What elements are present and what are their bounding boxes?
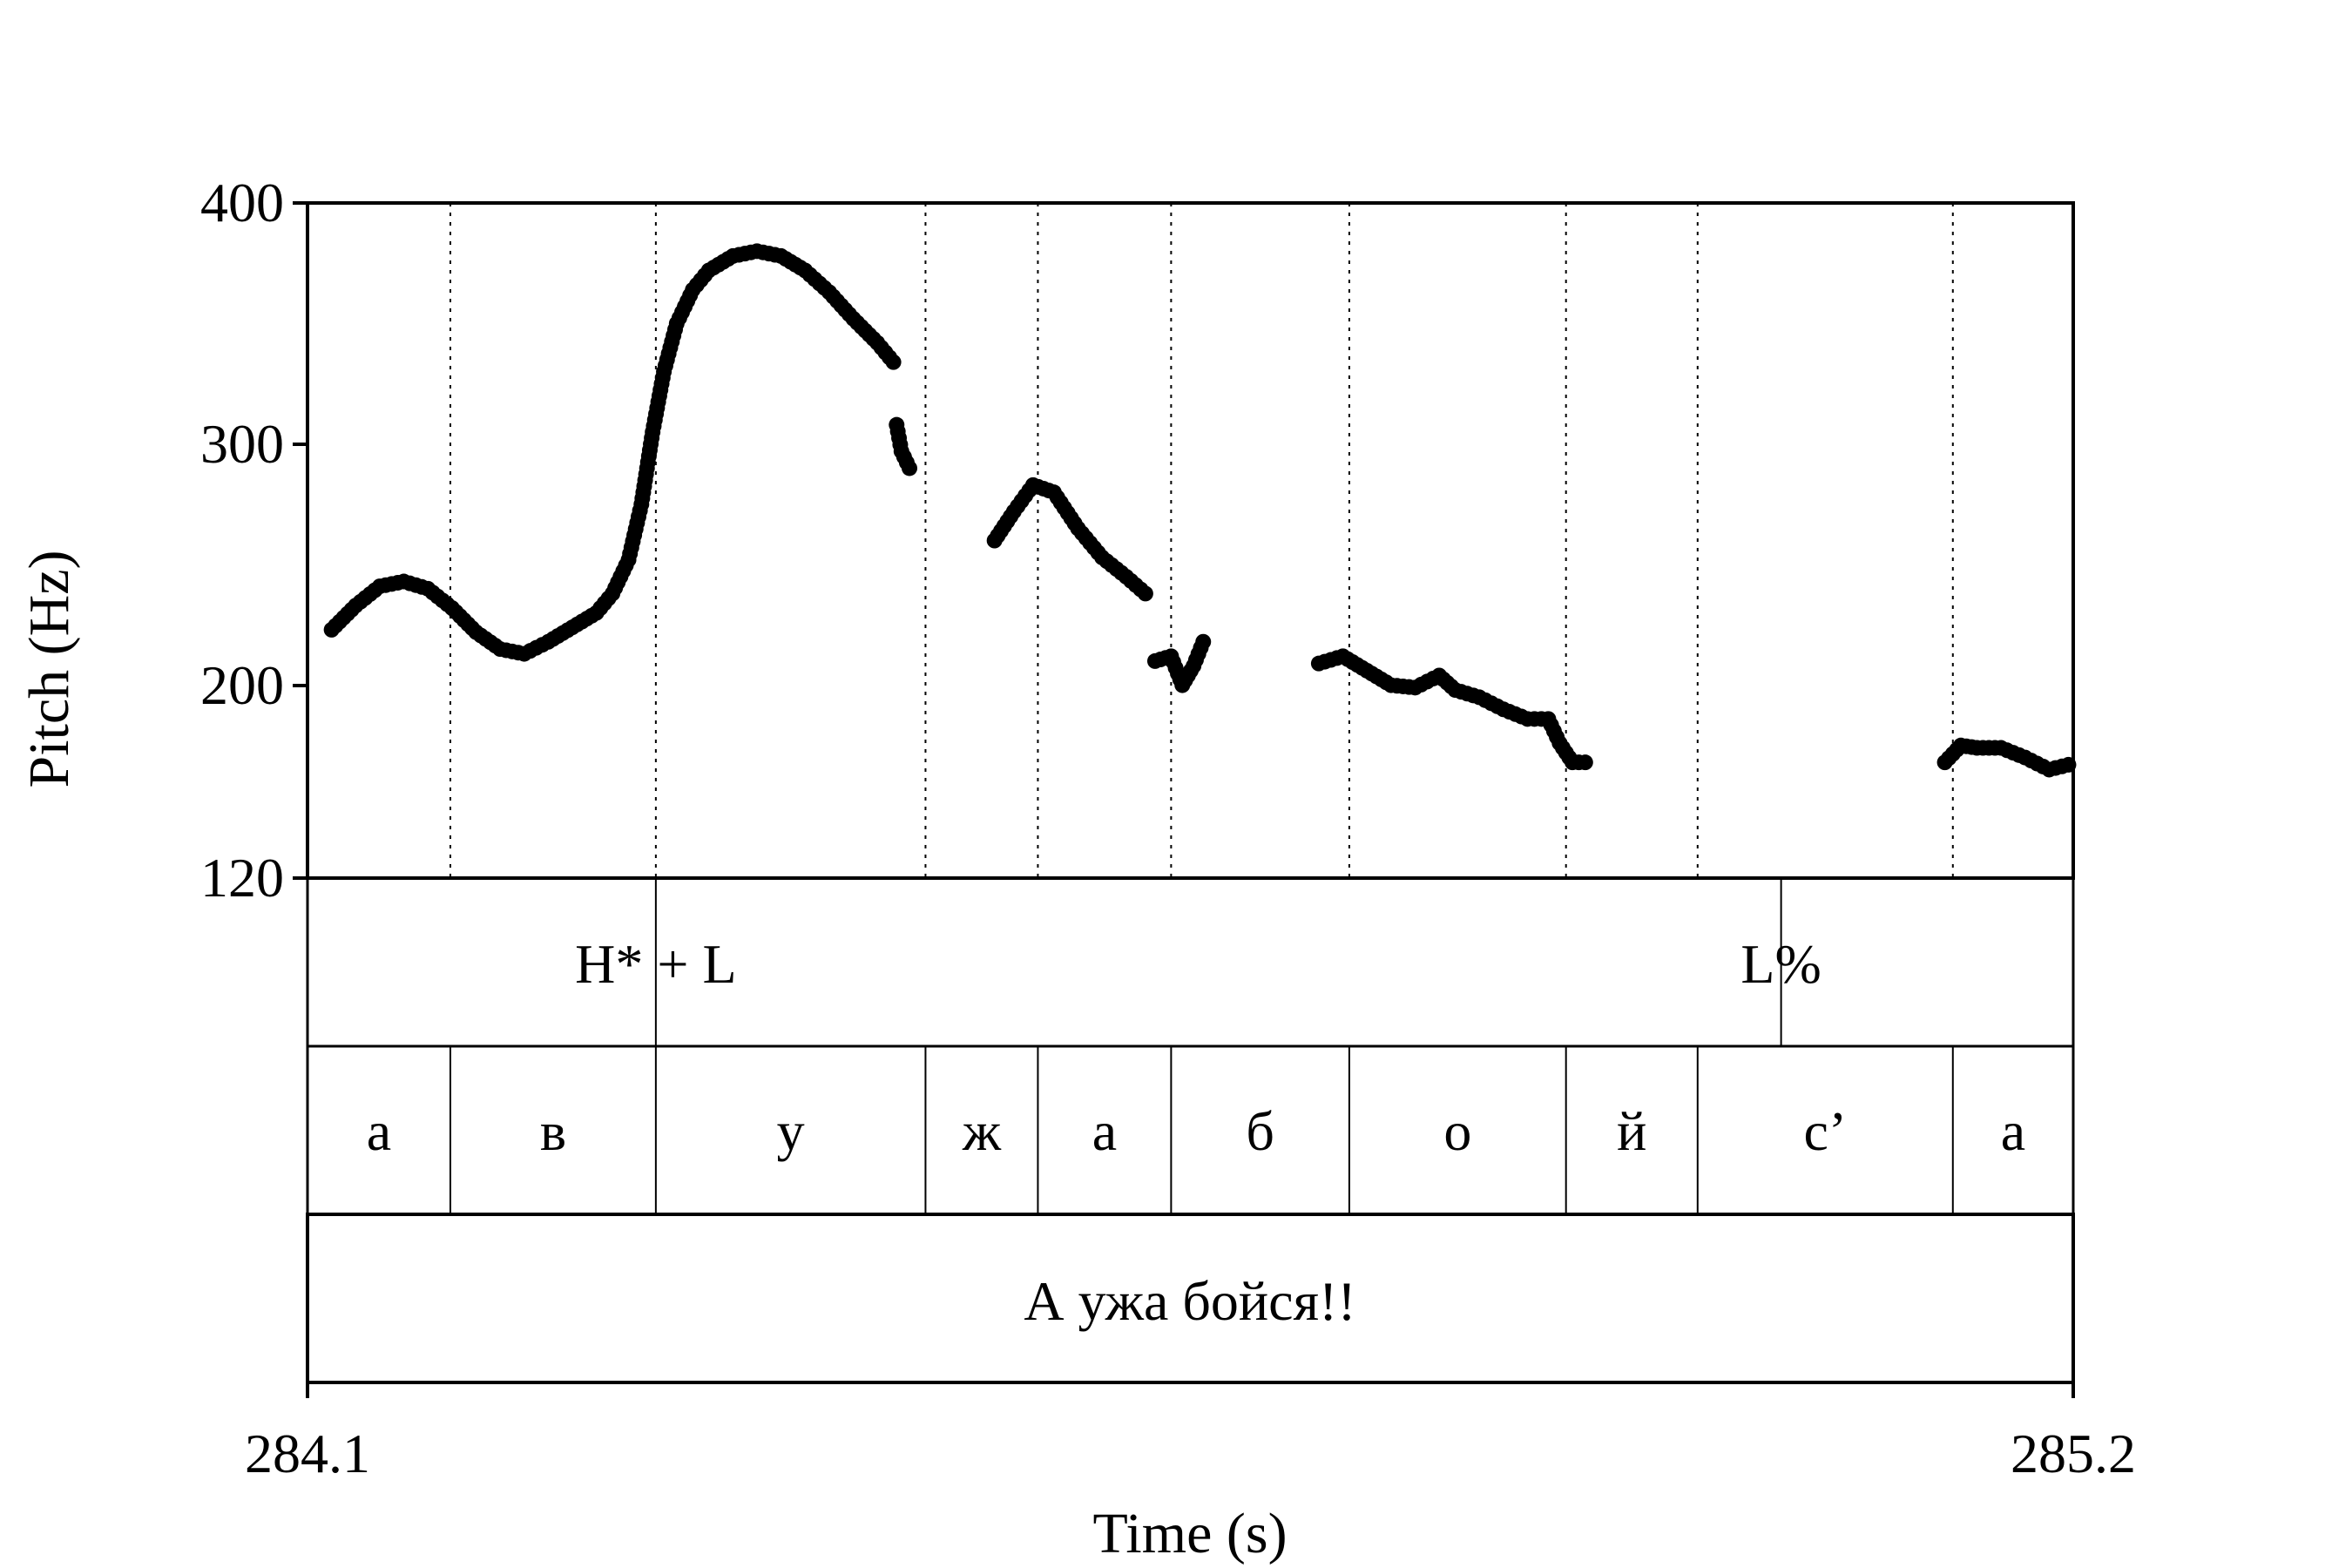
segment-label-0: а — [367, 1100, 391, 1162]
segment-labels: а в у ж а б о й с’ а — [367, 1100, 2025, 1162]
segment-label-3: ж — [962, 1100, 1002, 1162]
segment-label-7: й — [1617, 1100, 1646, 1162]
y-tick-label-120: 120 — [200, 847, 284, 909]
segment-label-9: а — [2001, 1100, 2025, 1162]
y-tick-label-200: 200 — [200, 654, 284, 716]
y-axis-title: Pitch (Hz) — [17, 550, 81, 787]
tone-labels: H* + L L% — [575, 878, 1821, 1046]
pitch-point-151 — [885, 354, 902, 370]
tone-label-1: L% — [1740, 933, 1821, 995]
pitch-point-197 — [1137, 585, 1153, 602]
segment-label-2: у — [777, 1100, 805, 1162]
pitch-point-214 — [1195, 633, 1212, 650]
tone-label-0: H* + L — [575, 933, 736, 995]
pitch-track — [323, 243, 2077, 778]
x-axis-title: Time (s) — [1092, 1502, 1287, 1565]
pitch-point-289 — [2060, 756, 2077, 773]
y-tick-label-400: 400 — [200, 172, 284, 233]
x-tick-label-start: 284.1 — [245, 1423, 370, 1484]
y-tick-label-300: 300 — [200, 413, 284, 475]
segment-label-8: с’ — [1803, 1100, 1847, 1162]
pitch-point-159 — [902, 460, 918, 476]
segment-label-5: б — [1246, 1100, 1274, 1162]
x-tick-label-end: 285.2 — [2011, 1423, 2136, 1484]
sentence-label: А ужа бойся!! — [1024, 1270, 1355, 1332]
segment-boundaries — [449, 203, 1954, 1214]
sentence-tier — [306, 1213, 2075, 1384]
pitch-panel — [306, 201, 2075, 880]
segment-label-4: а — [1092, 1100, 1117, 1162]
segment-label-1: в — [540, 1100, 566, 1162]
segment-label-6: о — [1443, 1100, 1471, 1162]
pitch-point-266 — [1577, 754, 1593, 771]
